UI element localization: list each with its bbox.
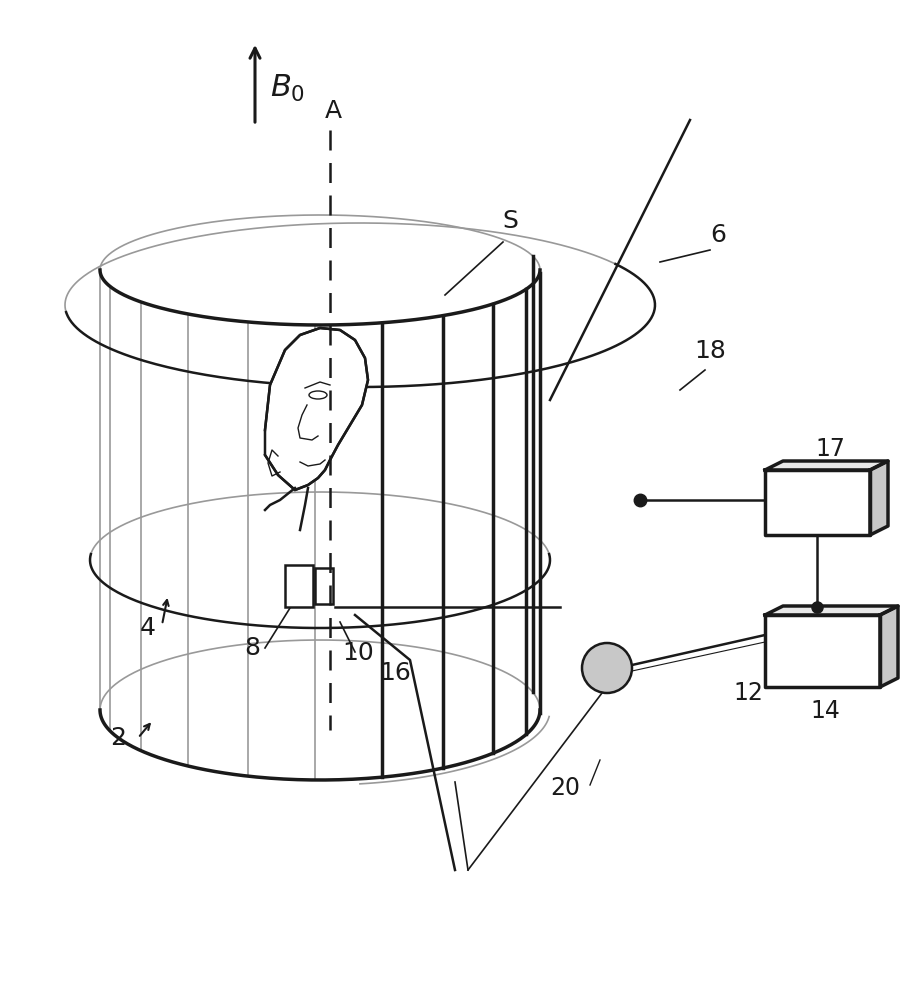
Circle shape	[582, 643, 632, 693]
Text: 14: 14	[810, 699, 840, 723]
Text: 8: 8	[244, 636, 260, 660]
Polygon shape	[765, 606, 898, 615]
Text: 10: 10	[342, 641, 374, 665]
Bar	[315, 568, 333, 604]
Text: S: S	[502, 209, 518, 233]
Polygon shape	[870, 461, 888, 535]
Text: 18: 18	[694, 339, 726, 363]
Text: 16: 16	[379, 661, 411, 685]
Polygon shape	[765, 461, 888, 470]
Polygon shape	[265, 328, 368, 490]
Text: 12: 12	[733, 681, 763, 705]
Polygon shape	[765, 615, 880, 687]
Bar	[285, 565, 313, 607]
Text: A: A	[324, 99, 342, 123]
Polygon shape	[880, 606, 898, 687]
Text: $B_0$: $B_0$	[270, 72, 305, 104]
Text: 4: 4	[140, 616, 156, 640]
Text: 20: 20	[550, 776, 580, 800]
Polygon shape	[765, 470, 870, 535]
Text: 6: 6	[710, 223, 726, 247]
Text: 17: 17	[815, 437, 845, 461]
Text: 2: 2	[110, 726, 126, 750]
